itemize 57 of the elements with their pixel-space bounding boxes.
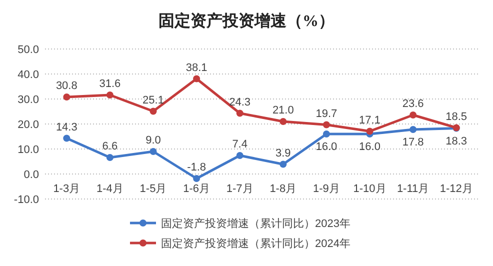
- point: [150, 148, 157, 155]
- x-tick-label: 1-9月: [312, 183, 340, 195]
- y-tick-label: -10.0: [14, 194, 39, 206]
- data-label: 24.3: [229, 96, 251, 108]
- data-label: 38.1: [186, 62, 208, 74]
- x-tick-label: 1-8月: [270, 183, 297, 195]
- data-label: 21.0: [272, 104, 294, 116]
- data-label: 16.0: [359, 141, 380, 153]
- data-label: -1.8: [187, 162, 206, 174]
- data-label: 30.8: [56, 80, 78, 92]
- data-label: 9.0: [146, 134, 161, 146]
- x-tick-label: 1-3月: [53, 183, 80, 195]
- data-label: 16.0: [316, 141, 338, 153]
- point: [106, 92, 114, 98]
- point: [106, 154, 114, 161]
- point: [63, 94, 70, 100]
- y-tick-label: 40.0: [18, 69, 39, 81]
- data-label: 14.3: [56, 121, 78, 134]
- point: [193, 175, 200, 182]
- data-label: 18.3: [446, 135, 468, 148]
- y-tick-label: 0.0: [24, 169, 39, 181]
- x-tick-label: 1-11月: [396, 183, 430, 195]
- x-tick-label: 1-6月: [183, 183, 210, 195]
- data-label: 17.8: [402, 136, 424, 148]
- point: [63, 134, 70, 142]
- x-tick-label: 1-4月: [96, 183, 124, 195]
- point: [193, 75, 200, 82]
- point: [410, 126, 417, 133]
- point: [280, 160, 287, 168]
- point: [280, 118, 287, 125]
- point: [322, 121, 330, 128]
- y-tick-label: 10.0: [18, 144, 39, 156]
- point: [322, 130, 330, 138]
- data-label: 6.6: [102, 140, 118, 152]
- data-label: 31.6: [99, 78, 121, 90]
- data-label: 18.5: [446, 110, 468, 123]
- point: [236, 152, 244, 159]
- point: [150, 108, 157, 115]
- y-tick-label: 50.0: [18, 44, 39, 56]
- point: [366, 128, 374, 135]
- data-label: 3.9: [276, 147, 291, 160]
- y-tick-label: 20.0: [18, 119, 39, 131]
- legend-label: 固定资产投资增速（累计同比）2024年: [161, 237, 350, 250]
- x-tick-label: 1-12月: [440, 183, 473, 195]
- data-label: 17.1: [359, 114, 380, 126]
- legend-label: 固定资产投资增速（累计同比）2023年: [161, 217, 350, 230]
- x-tick-label: 1-10月: [353, 183, 386, 195]
- data-label: 23.6: [402, 98, 424, 110]
- x-tick-label: 1-7月: [226, 183, 254, 195]
- data-label: 19.7: [316, 108, 338, 120]
- data-label: 25.1: [142, 94, 164, 106]
- data-label: 7.4: [232, 138, 248, 150]
- chart-title: 固定资产投资增速（%）: [158, 12, 334, 30]
- point: [410, 112, 417, 118]
- x-tick-label: 1-5月: [140, 183, 167, 195]
- y-tick-label: 30.0: [18, 94, 39, 106]
- point: [236, 110, 244, 117]
